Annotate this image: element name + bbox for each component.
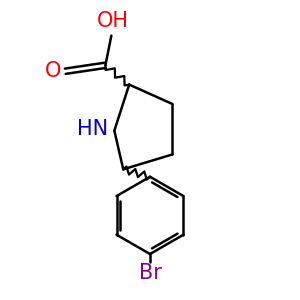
- Text: Br: Br: [139, 263, 161, 283]
- Text: OH: OH: [97, 11, 129, 31]
- Text: O: O: [44, 61, 61, 81]
- Text: HN: HN: [77, 119, 108, 139]
